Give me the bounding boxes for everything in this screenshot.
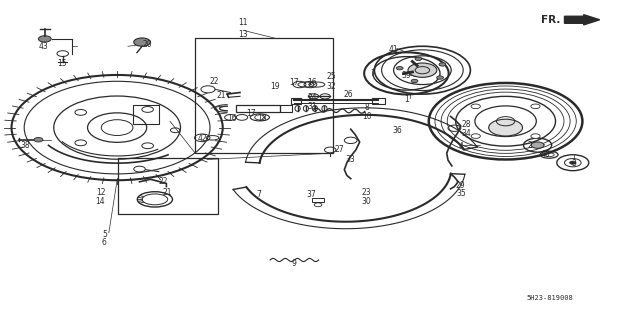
Bar xyxy=(195,38,333,153)
Text: 32: 32 xyxy=(326,82,337,91)
Text: 7: 7 xyxy=(370,69,375,78)
Circle shape xyxy=(396,66,403,70)
Text: 16: 16 xyxy=(307,78,317,87)
Bar xyxy=(312,198,324,202)
Text: 20: 20 xyxy=(142,40,152,49)
Bar xyxy=(118,158,218,214)
Text: 6: 6 xyxy=(102,238,107,247)
Text: 25: 25 xyxy=(326,72,337,81)
Text: 41: 41 xyxy=(388,45,399,54)
Bar xyxy=(236,105,280,112)
Text: 21: 21 xyxy=(216,91,225,100)
Circle shape xyxy=(134,38,150,46)
Text: 23: 23 xyxy=(361,189,371,197)
Text: 22: 22 xyxy=(159,177,168,186)
Circle shape xyxy=(436,76,444,79)
Circle shape xyxy=(489,119,522,136)
Bar xyxy=(291,98,301,104)
Text: 26: 26 xyxy=(344,90,354,99)
Text: 5: 5 xyxy=(102,230,107,239)
Text: 14: 14 xyxy=(95,197,106,206)
Text: 35: 35 xyxy=(456,189,466,198)
Circle shape xyxy=(471,134,481,138)
Text: 15: 15 xyxy=(57,59,67,68)
Text: 38: 38 xyxy=(20,141,31,150)
Text: 5H23-819008: 5H23-819008 xyxy=(526,295,573,301)
Text: 43: 43 xyxy=(38,42,49,51)
Text: 29: 29 xyxy=(456,181,466,189)
Text: 4: 4 xyxy=(458,142,463,151)
Circle shape xyxy=(34,137,43,142)
Text: 27: 27 xyxy=(334,145,344,154)
Text: 9: 9 xyxy=(292,259,297,268)
Text: 30: 30 xyxy=(361,197,371,206)
Text: 33: 33 xyxy=(346,155,356,164)
Text: 28: 28 xyxy=(461,120,470,129)
Text: 17: 17 xyxy=(289,78,300,87)
Circle shape xyxy=(531,104,540,109)
Circle shape xyxy=(408,63,437,77)
FancyArrow shape xyxy=(564,15,600,25)
Circle shape xyxy=(531,142,544,148)
Text: 19: 19 xyxy=(270,82,280,91)
Text: 8: 8 xyxy=(365,103,370,112)
Circle shape xyxy=(415,57,422,61)
Text: 1: 1 xyxy=(404,95,409,104)
Text: 24: 24 xyxy=(307,93,317,102)
Text: 10: 10 xyxy=(362,112,372,121)
Text: 21: 21 xyxy=(163,189,172,197)
Text: 13: 13 xyxy=(238,30,248,39)
Text: 2: 2 xyxy=(527,141,532,150)
Circle shape xyxy=(570,161,576,164)
Bar xyxy=(133,105,159,124)
Text: 17: 17 xyxy=(246,109,256,118)
Text: 36: 36 xyxy=(392,126,402,135)
Text: FR.: FR. xyxy=(541,15,560,25)
Circle shape xyxy=(439,63,445,66)
Bar xyxy=(280,105,292,112)
Text: 22: 22 xyxy=(210,77,219,86)
Text: 16: 16 xyxy=(227,114,237,122)
Circle shape xyxy=(38,36,51,42)
Text: 7: 7 xyxy=(257,190,262,199)
Text: 31: 31 xyxy=(307,102,317,111)
Text: 40: 40 xyxy=(540,150,550,159)
Text: 42: 42 xyxy=(198,134,208,143)
Bar xyxy=(372,98,385,104)
Circle shape xyxy=(471,104,481,109)
Text: 34: 34 xyxy=(461,129,471,137)
Text: 39: 39 xyxy=(401,71,412,80)
Circle shape xyxy=(531,134,540,138)
Text: 11: 11 xyxy=(239,18,248,27)
Circle shape xyxy=(411,79,418,83)
Text: 18: 18 xyxy=(258,114,267,122)
Text: 3: 3 xyxy=(572,159,577,168)
Text: 12: 12 xyxy=(96,189,105,197)
Text: 37: 37 xyxy=(307,190,317,199)
